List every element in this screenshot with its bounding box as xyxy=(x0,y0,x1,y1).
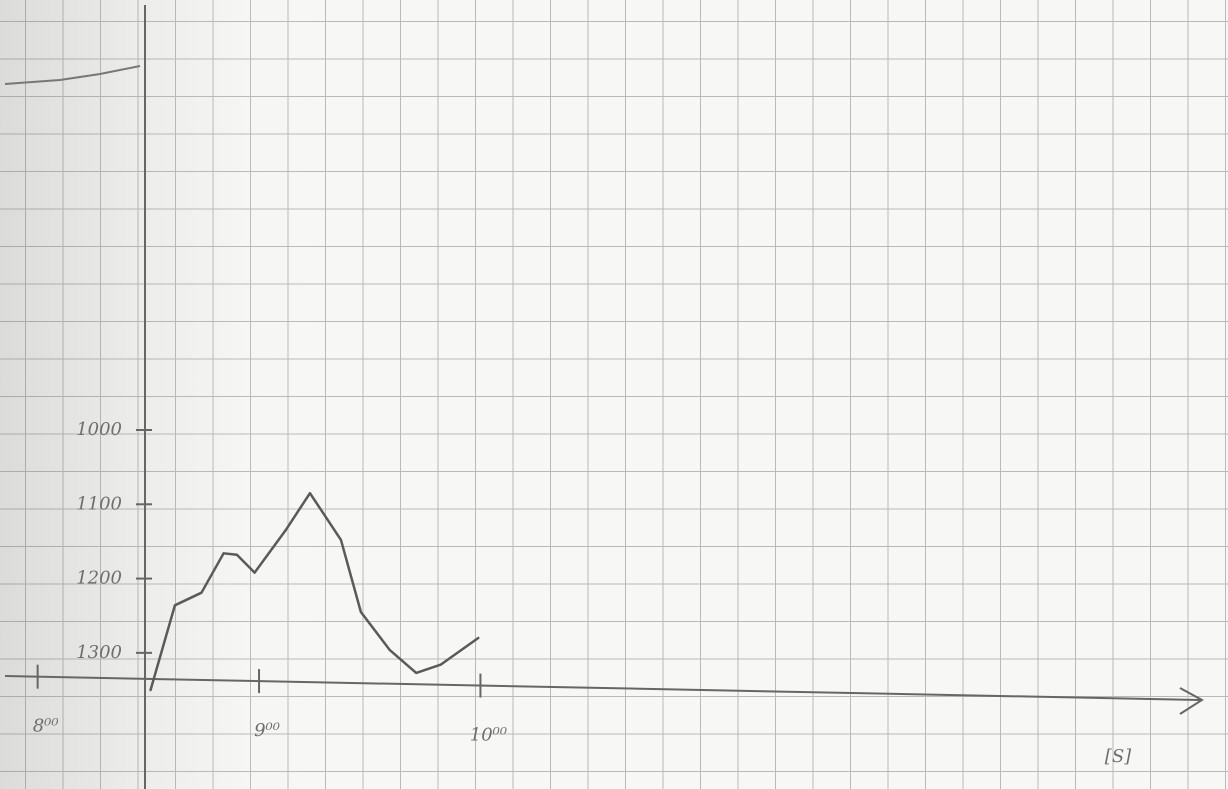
x-tick-label: 10⁰⁰ xyxy=(470,725,507,746)
y-tick-label: 1300 xyxy=(76,642,122,663)
x-axis-label: [S] xyxy=(1105,746,1132,767)
x-axis xyxy=(4,675,1201,701)
page-edge-line xyxy=(4,65,141,85)
y-tick-label: 1200 xyxy=(76,568,122,589)
x-axis-arrow xyxy=(1179,687,1204,715)
x-tick-label: 9⁰⁰ xyxy=(254,720,280,741)
y-tick-label: 1100 xyxy=(76,493,122,514)
y-tick-label: 1000 xyxy=(76,419,122,440)
x-tick-label: 8⁰⁰ xyxy=(33,716,59,737)
data-line xyxy=(149,491,480,692)
